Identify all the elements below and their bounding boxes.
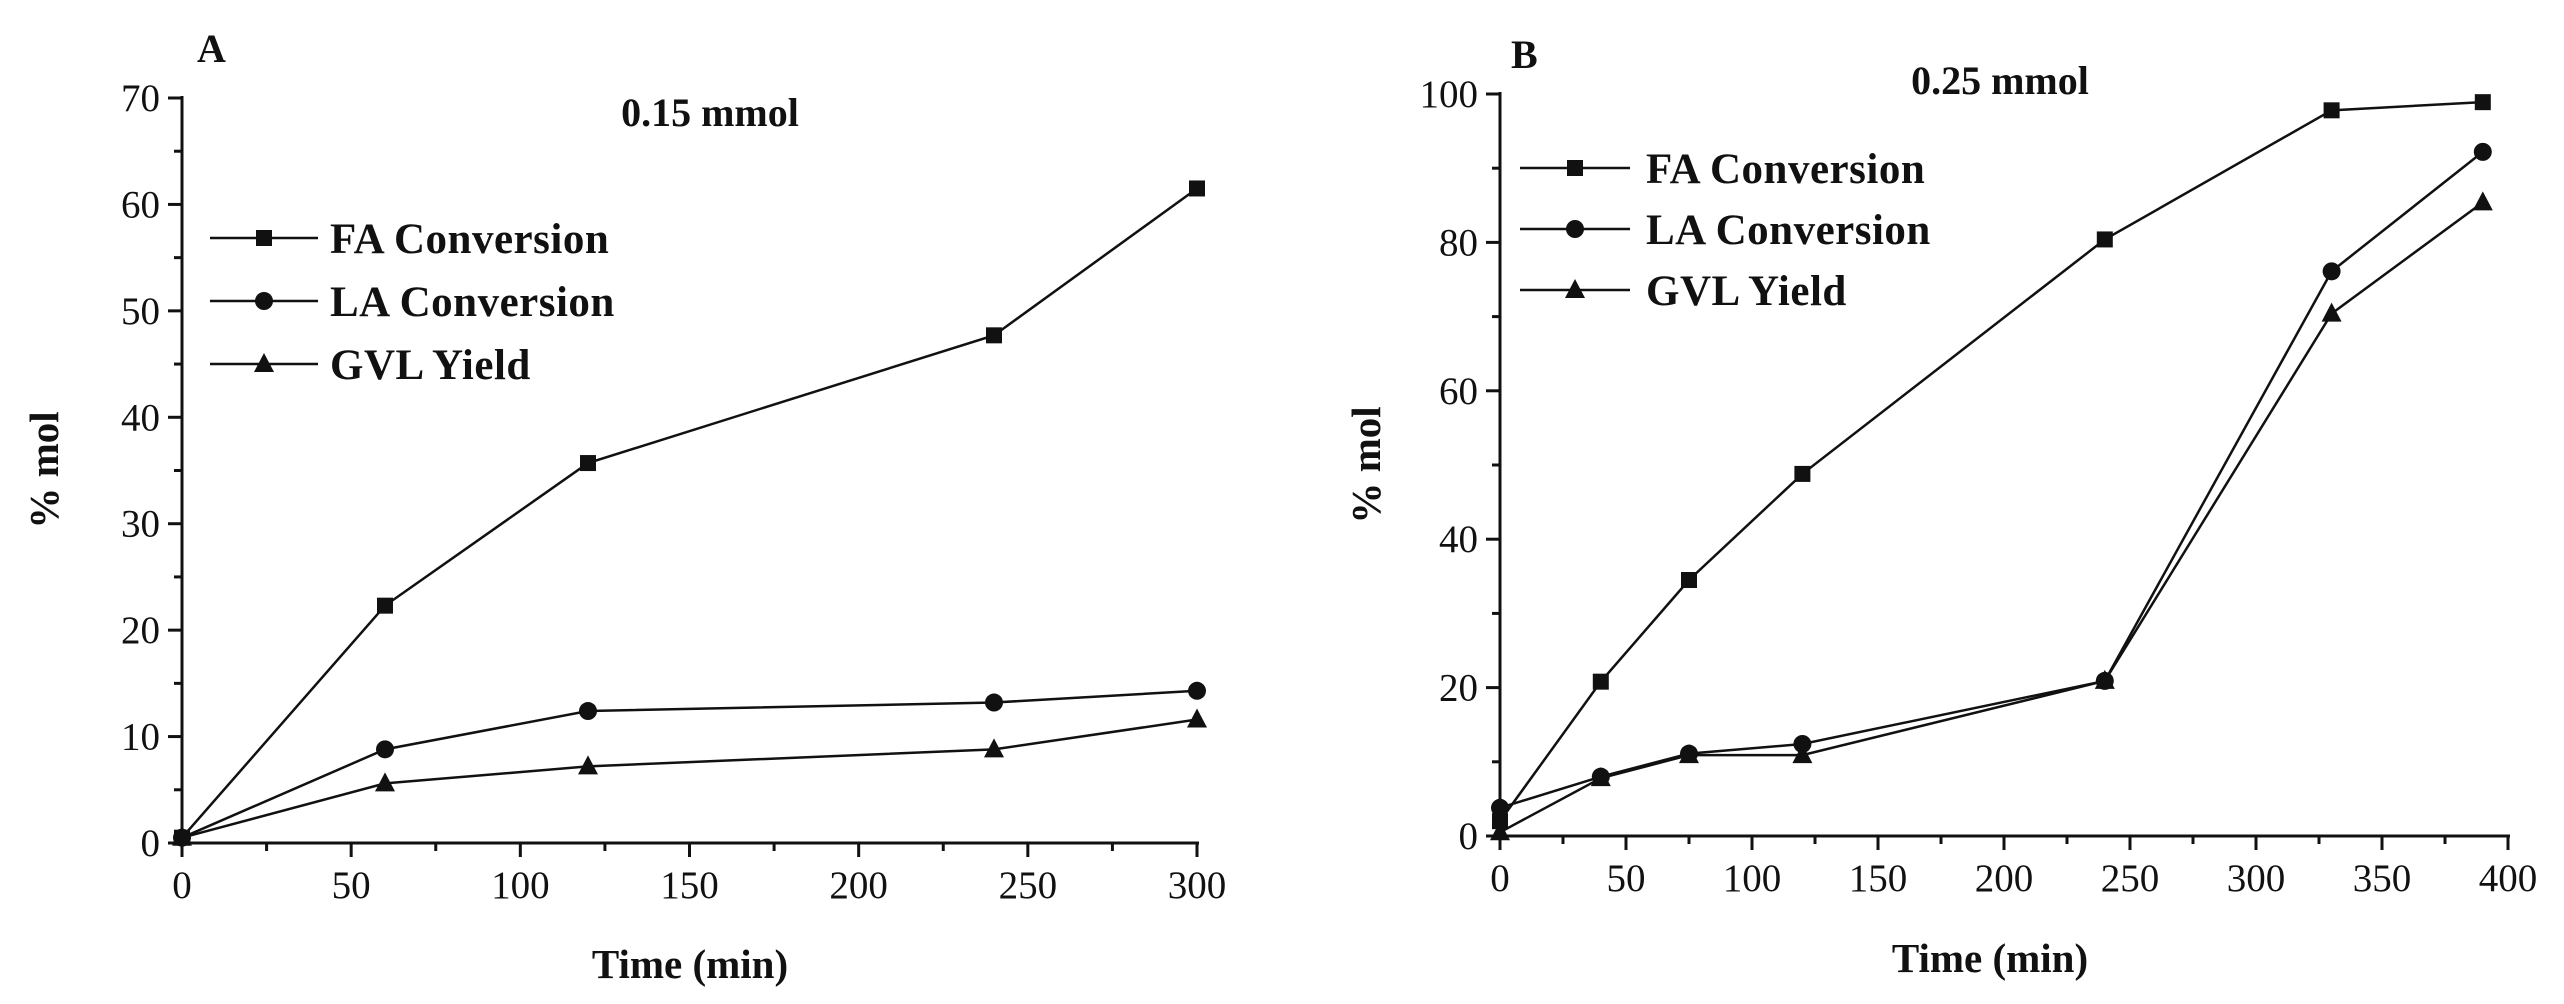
- series-fa-conversion: [1492, 94, 2491, 830]
- y-tick-label: 20: [1439, 667, 1478, 710]
- x-tick-label: 100: [491, 864, 550, 907]
- series-la-conversion: [1491, 142, 2492, 817]
- data-point-gvl-yield: [1187, 708, 1207, 728]
- data-point-gvl-yield: [2094, 669, 2115, 689]
- y-tick-label: 20: [121, 609, 160, 652]
- x-tick-label: 50: [1607, 857, 1646, 900]
- legend-marker-la-conversion: [255, 292, 273, 310]
- x-tick-label: 0: [1490, 857, 1510, 900]
- data-point-gvl-yield: [172, 826, 192, 846]
- y-tick-label: 50: [121, 290, 160, 333]
- series-la-conversion: [173, 681, 1206, 847]
- legend-marker-fa-conversion: [1567, 160, 1583, 176]
- y-tick-label: 30: [121, 503, 160, 546]
- series-gvl-yield: [1490, 191, 2493, 841]
- legend-label-fa-conversion: FA Conversion: [1646, 146, 1925, 193]
- data-point-gvl-yield: [1792, 744, 1813, 764]
- y-axis-label: % mol: [1343, 406, 1389, 523]
- y-tick-label: 10: [121, 716, 160, 759]
- legend-label-gvl-yield: GVL Yield: [1646, 268, 1847, 315]
- x-axis-label: Time (min): [592, 941, 788, 987]
- y-tick-label: 60: [1439, 370, 1478, 413]
- data-point-fa-conversion: [1592, 673, 1609, 690]
- panel-letter: A: [197, 26, 226, 71]
- y-tick-label: 70: [121, 77, 160, 120]
- x-tick-label: 50: [332, 864, 371, 907]
- data-point-fa-conversion: [1492, 813, 1508, 830]
- legend-label-gvl-yield: GVL Yield: [330, 342, 531, 389]
- series-line-la-conversion: [181, 689, 1198, 839]
- x-tick-label: 300: [1168, 864, 1227, 907]
- data-point-fa-conversion: [1681, 572, 1697, 589]
- x-tick-label: 300: [2227, 857, 2286, 900]
- series-gvl-yield: [172, 708, 1207, 846]
- chart-title: 0.25 mmol: [1911, 58, 2089, 103]
- data-point-gvl-yield: [2472, 191, 2493, 211]
- chart-title: 0.15 mmol: [621, 90, 799, 135]
- data-point-la-conversion: [985, 693, 1003, 712]
- x-tick-label: 200: [829, 864, 888, 907]
- data-point-la-conversion: [2322, 262, 2341, 281]
- data-point-la-conversion: [1793, 734, 1812, 753]
- legend-marker-la-conversion: [1566, 220, 1584, 238]
- x-tick-label: 200: [1975, 857, 2034, 900]
- x-tick-label: 250: [999, 864, 1058, 907]
- data-point-gvl-yield: [2321, 302, 2342, 322]
- data-point-fa-conversion: [986, 327, 1002, 344]
- data-point-gvl-yield: [1490, 821, 1510, 841]
- data-point-la-conversion: [376, 740, 394, 759]
- data-point-fa-conversion: [2096, 231, 2113, 248]
- data-point-la-conversion: [579, 702, 597, 721]
- x-tick-label: 0: [172, 864, 192, 907]
- data-point-fa-conversion: [377, 597, 393, 614]
- x-tick-label: 400: [2479, 857, 2538, 900]
- panel-letter: B: [1511, 32, 1538, 77]
- legend-marker-gvl-yield: [1565, 279, 1585, 298]
- data-point-fa-conversion: [580, 455, 596, 472]
- legend-label-la-conversion: LA Conversion: [330, 279, 615, 326]
- chart-panel-a: 0 10 20 30 40 50 60 70 0 50 100 150 200 250 300 Time (m…: [21, 26, 1226, 987]
- y-tick-label: 60: [121, 183, 160, 226]
- data-point-fa-conversion: [2474, 94, 2491, 111]
- x-tick-label: 350: [2353, 857, 2412, 900]
- y-tick-label: 100: [1420, 73, 1479, 116]
- legend-marker-gvl-yield: [254, 353, 274, 372]
- x-axis-label: Time (min): [1892, 935, 2088, 981]
- data-point-gvl-yield: [578, 755, 598, 775]
- legend-label-fa-conversion: FA Conversion: [330, 216, 609, 263]
- data-point-gvl-yield: [1590, 767, 1611, 787]
- y-tick-label: 0: [1459, 815, 1479, 858]
- x-tick-label: 150: [660, 864, 719, 907]
- data-point-gvl-yield: [1679, 744, 1699, 764]
- data-point-gvl-yield: [375, 772, 395, 792]
- y-tick-label: 40: [1439, 518, 1478, 561]
- y-axis-label: % mol: [21, 411, 67, 528]
- x-tick-label: 100: [1723, 857, 1782, 900]
- data-point-fa-conversion: [1794, 465, 1811, 482]
- data-point-la-conversion: [1491, 798, 1509, 817]
- x-tick-label: 150: [1849, 857, 1908, 900]
- series-line-gvl-yield: [181, 718, 1198, 839]
- legend: FA Conversion LA Conversion GVL Yield: [210, 216, 615, 389]
- chart-panel-b: 0 20 40 60 80 100 0 50 100 150 200 250 300 350 400 Time…: [1343, 32, 2537, 981]
- x-tick-label: 250: [2101, 857, 2160, 900]
- data-point-la-conversion: [1188, 681, 1206, 700]
- y-tick-label: 80: [1439, 221, 1478, 264]
- data-point-fa-conversion: [2323, 102, 2340, 119]
- series-fa-conversion: [174, 180, 1205, 846]
- legend-marker-fa-conversion: [256, 230, 272, 246]
- legend: FA Conversion LA Conversion GVL Yield: [1520, 146, 1931, 315]
- data-point-la-conversion: [2473, 142, 2492, 161]
- y-tick-label: 0: [141, 822, 161, 865]
- data-point-fa-conversion: [1189, 180, 1205, 197]
- data-point-gvl-yield: [984, 738, 1004, 758]
- legend-label-la-conversion: LA Conversion: [1646, 207, 1931, 254]
- y-tick-label: 40: [121, 396, 160, 439]
